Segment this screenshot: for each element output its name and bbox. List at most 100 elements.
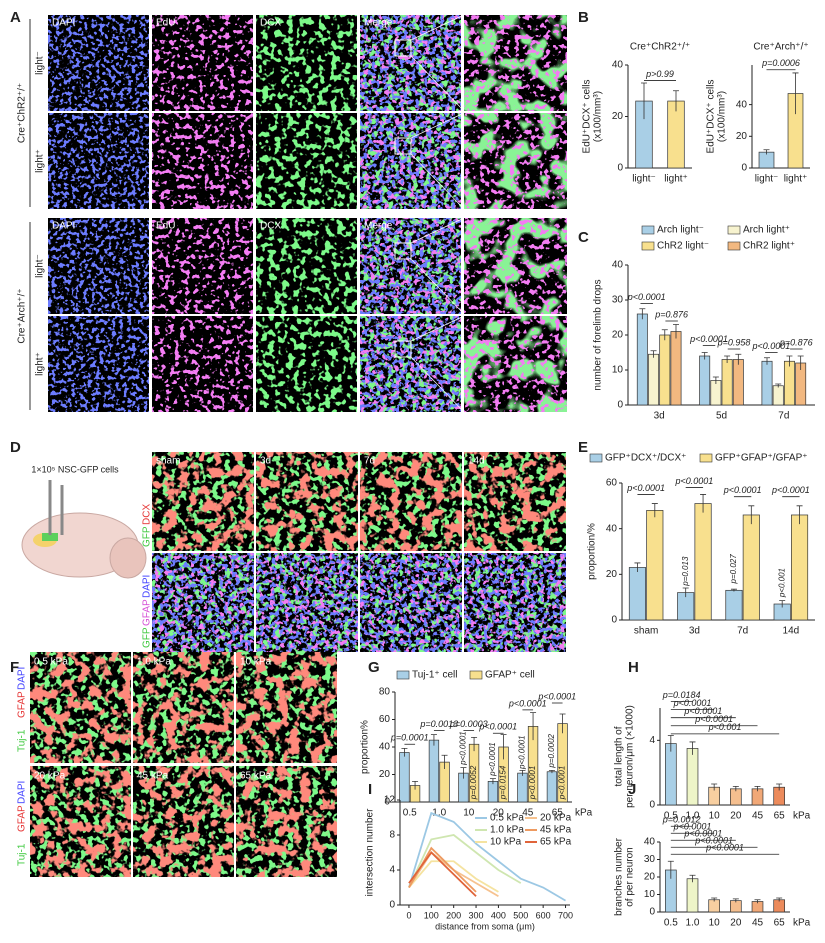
- error-bar: [672, 324, 679, 339]
- group-label: Cre⁺ChR2⁺/⁺: [17, 83, 28, 143]
- channel-label: Merge: [364, 18, 393, 29]
- micrograph-signal: [464, 316, 567, 412]
- row-label: light⁻: [35, 254, 46, 278]
- y-tick-label: 0: [649, 800, 655, 811]
- p-value: p<0.0001: [694, 836, 733, 846]
- stain-label: DAPI: [17, 667, 28, 690]
- micrograph-signal: [256, 553, 358, 652]
- legend-label: Tuj-1⁺ cell: [412, 670, 457, 681]
- p-value: p<0.0001: [488, 742, 497, 777]
- y-tick-label: 20: [612, 330, 624, 341]
- injection-cells: [42, 533, 58, 541]
- x-tick-label: sham: [634, 626, 658, 637]
- stiffness-label: 1.0 kPa: [137, 657, 171, 668]
- zoom-line: [410, 258, 465, 315]
- p-value: p<0.0001: [459, 731, 468, 766]
- channel-label: DCX: [260, 18, 281, 29]
- y-axis-label: proportion%: [360, 720, 371, 774]
- p-value: p=0.0003: [449, 719, 488, 729]
- y-axis-label: EdU⁺DCX⁺ cells: [706, 80, 717, 154]
- p-value: p=0.0184: [662, 690, 701, 700]
- error-bar: [732, 898, 739, 903]
- stain-label: GFP: [142, 526, 153, 547]
- x-tick-label: 10: [709, 918, 721, 929]
- p-value: p<0.0001: [689, 334, 728, 344]
- y-axis-label: EdU⁺DCX⁺ cells: [582, 80, 593, 154]
- micrograph-signal: [360, 553, 462, 652]
- stiffness-label: 45 kPa: [137, 771, 169, 782]
- legend-label: 0.5 kPa: [490, 813, 524, 824]
- micrograph-signal: [30, 766, 131, 877]
- p-value: p=0.013: [681, 556, 690, 587]
- legend-swatch: [727, 225, 741, 235]
- error-bar: [441, 754, 448, 769]
- micrograph-signal: [48, 15, 149, 111]
- y-axis-label: intersection number: [365, 808, 376, 896]
- y-tick-label: 60: [379, 714, 391, 725]
- p-value: p=0.0052: [469, 765, 478, 800]
- panel-letter: F: [10, 659, 19, 676]
- micrograph-signal: [256, 452, 358, 551]
- error-bar: [792, 72, 799, 115]
- stain-label: Tuj-1: [17, 729, 28, 752]
- micrograph-signal: [464, 218, 567, 314]
- y-tick-label: 20: [736, 131, 748, 142]
- panel-letter: E: [578, 439, 588, 456]
- p-value: p<0.0001: [673, 698, 712, 708]
- x-tick-label: 3d: [689, 626, 700, 637]
- error-bar: [548, 769, 555, 774]
- panel-letter: B: [578, 9, 589, 26]
- y-axis-label: number of forelimb drops: [593, 279, 604, 390]
- bar: [399, 752, 410, 803]
- stain-label: GFAP: [17, 691, 28, 718]
- x-unit: kPa: [575, 808, 593, 819]
- micrograph-signal: [360, 316, 461, 412]
- channel-label: DAPI: [52, 18, 75, 29]
- bar: [699, 355, 711, 406]
- error-bar: [667, 860, 674, 879]
- x-tick-label: 100: [424, 910, 439, 920]
- time-label: 14d: [468, 456, 485, 467]
- error-bar: [412, 780, 419, 790]
- series-line: [408, 851, 477, 897]
- y-axis-label: proportion/%: [587, 523, 598, 580]
- micrograph-signal: [48, 113, 149, 209]
- micrograph-signal: [152, 452, 254, 551]
- p-value: p=0.0012: [662, 815, 701, 825]
- zoom-line: [410, 217, 465, 244]
- x-tick-label: 5d: [716, 411, 727, 422]
- x-tick-label: 65: [774, 918, 786, 929]
- error-bar: [711, 897, 718, 902]
- x-tick-label: 20: [730, 811, 742, 822]
- error-bar: [763, 149, 770, 155]
- bar: [725, 589, 743, 621]
- error-bar: [776, 783, 783, 791]
- error-bar: [460, 767, 467, 779]
- x-tick-label: 20: [730, 918, 742, 929]
- legend-label: 65 kPa: [540, 837, 572, 848]
- panel-letter: H: [628, 659, 639, 676]
- x-tick-label: 10: [709, 811, 721, 822]
- micrograph-signal: [152, 218, 253, 314]
- bar: [517, 772, 528, 803]
- p-value: p<0.0001: [751, 341, 790, 351]
- stain-label: GFAP: [142, 599, 153, 626]
- x-tick-label: 1.0: [686, 811, 700, 822]
- error-bar: [519, 769, 526, 776]
- y-tick-label: 40: [736, 99, 748, 110]
- bar: [546, 771, 558, 803]
- channel-label: DCX: [260, 221, 281, 232]
- panel-letter: C: [578, 229, 589, 246]
- y-tick-label: 4: [649, 735, 655, 746]
- y-tick-label: 8: [389, 830, 395, 841]
- stain-label: GFP: [142, 627, 153, 648]
- error-bar: [667, 735, 674, 752]
- y-tick-label: 20: [644, 872, 656, 883]
- bar: [659, 334, 671, 406]
- y-tick-label: 40: [612, 60, 624, 71]
- stain-label: DCX: [142, 504, 153, 525]
- x-unit: kPa: [793, 811, 811, 822]
- bar: [772, 385, 784, 406]
